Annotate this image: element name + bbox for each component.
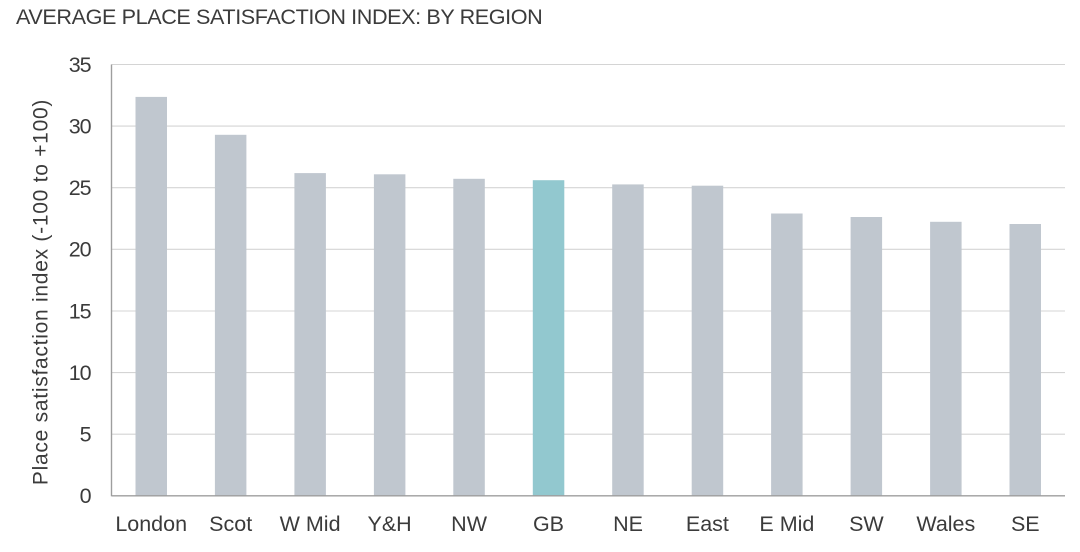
svg-text:0: 0 bbox=[80, 484, 92, 508]
svg-text:20: 20 bbox=[69, 238, 92, 262]
svg-text:NE: NE bbox=[613, 512, 643, 536]
svg-text:E Mid: E Mid bbox=[759, 512, 814, 536]
svg-text:NW: NW bbox=[451, 512, 488, 536]
svg-text:AVERAGE PLACE SATISFACTION IND: AVERAGE PLACE SATISFACTION INDEX: BY REG… bbox=[16, 4, 542, 29]
svg-text:SE: SE bbox=[1011, 512, 1040, 536]
svg-text:5: 5 bbox=[80, 423, 92, 447]
svg-text:Place satisfaction index (-100: Place satisfaction index (-100 to +100) bbox=[30, 99, 53, 485]
svg-text:30: 30 bbox=[69, 115, 92, 139]
svg-text:Scot: Scot bbox=[209, 512, 252, 536]
svg-text:East: East bbox=[686, 512, 729, 536]
svg-text:London: London bbox=[115, 512, 187, 536]
svg-text:Y&H: Y&H bbox=[367, 512, 411, 536]
svg-text:W Mid: W Mid bbox=[280, 512, 341, 536]
svg-text:SW: SW bbox=[849, 512, 884, 536]
svg-text:15: 15 bbox=[69, 299, 92, 323]
svg-text:GB: GB bbox=[533, 512, 564, 536]
svg-text:25: 25 bbox=[69, 176, 92, 200]
svg-text:Wales: Wales bbox=[916, 512, 975, 536]
svg-text:35: 35 bbox=[69, 53, 92, 77]
svg-text:10: 10 bbox=[69, 361, 92, 385]
